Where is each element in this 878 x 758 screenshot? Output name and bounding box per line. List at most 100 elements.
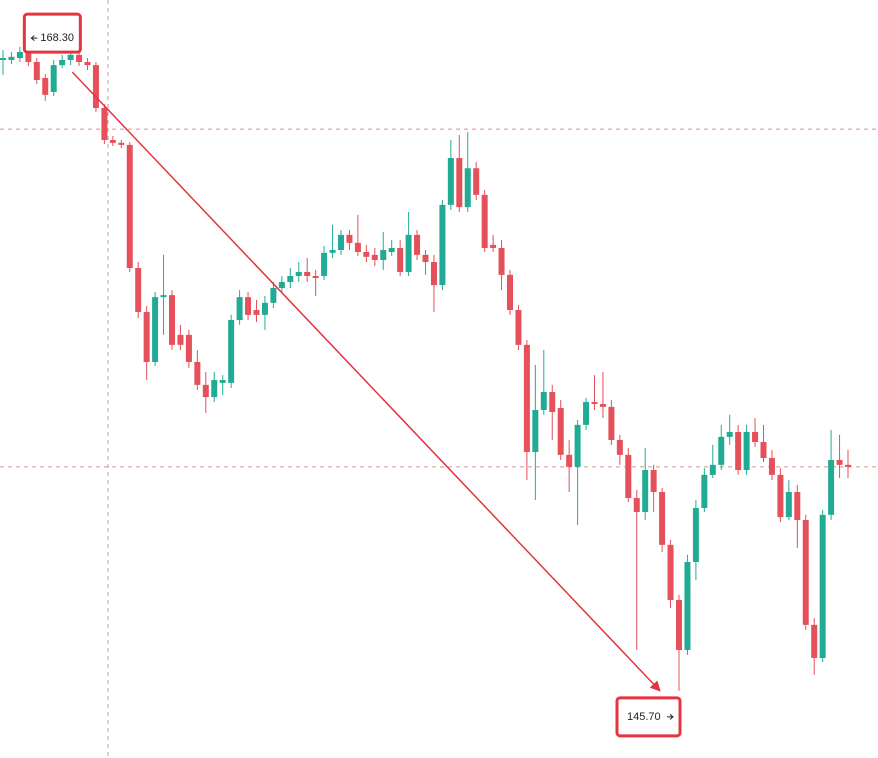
high-label: 168.30 [40, 32, 74, 44]
candle-body [329, 250, 336, 253]
candle-body [8, 56, 15, 60]
candle-body [185, 334, 192, 362]
candle-body [507, 274, 513, 310]
candle-body [667, 544, 674, 600]
candle-body [650, 470, 657, 492]
candle-body [202, 384, 209, 398]
candle-body [464, 168, 471, 208]
candle-body [92, 65, 99, 108]
candle-body [785, 492, 792, 518]
candle-body [312, 276, 319, 278]
candle-body [84, 62, 91, 66]
candle-body [278, 282, 285, 288]
candle-body [701, 474, 708, 508]
candle-body [194, 362, 201, 385]
candle-body [608, 406, 615, 440]
candle-body [633, 498, 640, 512]
candle-body [659, 492, 666, 545]
candle-body [490, 244, 497, 248]
candle-body [498, 248, 505, 275]
candle-body [0, 58, 6, 60]
candle-body [321, 252, 328, 276]
candle-body [684, 562, 691, 650]
candle-body [50, 65, 57, 92]
candle-body [371, 254, 378, 260]
candle-body [67, 54, 74, 60]
candle-body [59, 60, 66, 66]
candle-body [177, 334, 184, 345]
candle-body [236, 297, 243, 320]
candle-body [540, 392, 547, 410]
candle-body [811, 624, 818, 658]
candle-body [481, 194, 488, 248]
candle-body [338, 234, 344, 250]
candle-body [760, 442, 767, 458]
candle-body [768, 458, 775, 475]
candle-body [354, 242, 361, 252]
candle-body [566, 454, 573, 467]
candle-body [363, 252, 370, 257]
left-arrow-icon [30, 35, 38, 42]
candle-body [777, 474, 784, 518]
candle-body [261, 302, 268, 315]
candle-body [143, 312, 150, 362]
candle-body [126, 144, 133, 268]
candle-body [118, 142, 125, 145]
candle-body [295, 272, 302, 276]
candle-body [25, 46, 32, 62]
candle-body [642, 470, 649, 512]
candle-body [735, 432, 742, 470]
candle-body [802, 520, 809, 625]
candle-body [422, 254, 429, 262]
candle-body [253, 310, 260, 315]
candle-body [135, 268, 142, 312]
candle-body [523, 344, 530, 452]
candle-body [228, 320, 235, 383]
candle-body [76, 54, 83, 62]
candle-body [388, 248, 395, 252]
candle-body [380, 250, 387, 260]
candle-body [574, 424, 581, 467]
candle-body [549, 392, 556, 412]
high-label-box [22, 12, 82, 54]
candle-body [42, 78, 49, 95]
candle-body [245, 297, 252, 315]
candle-body [845, 464, 851, 467]
candle-body [743, 432, 750, 470]
candle-body [270, 288, 277, 303]
candle-body [515, 310, 522, 345]
candle-body [456, 158, 463, 208]
candle-body [16, 52, 23, 58]
low-label: 145.70 [627, 711, 661, 723]
candle-body [211, 380, 218, 398]
candle-body [709, 464, 716, 475]
candle-body [109, 140, 116, 143]
candle-body [676, 600, 682, 650]
candle-body [591, 402, 598, 404]
candle-body [439, 204, 446, 286]
right-arrow-icon [667, 713, 674, 720]
candle-body [836, 460, 843, 465]
candle-body [101, 108, 108, 140]
candle-body [219, 380, 226, 383]
trend-arrow [71, 71, 661, 692]
candle-body [152, 297, 159, 362]
candle-body [557, 408, 564, 455]
candle-body [169, 295, 175, 345]
candle-body [160, 295, 167, 298]
candle-body [616, 440, 623, 455]
candle-body [414, 234, 421, 255]
candle-body [430, 262, 437, 286]
candle-body [625, 454, 632, 498]
candle-body [397, 248, 404, 272]
candle-body [819, 514, 826, 658]
candle-body [828, 460, 835, 515]
candle-body [346, 234, 353, 243]
candle-body [726, 432, 733, 437]
candle-body [692, 508, 699, 562]
candle-body [752, 432, 759, 442]
candle-body [287, 276, 294, 282]
candle-body [473, 168, 480, 195]
